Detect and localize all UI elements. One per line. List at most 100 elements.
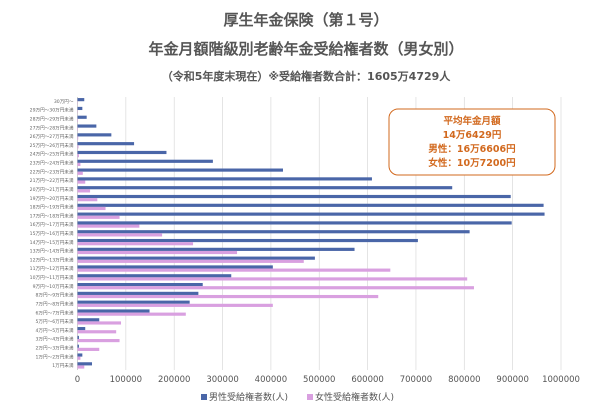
bar-male [77, 247, 355, 251]
bar-female [77, 180, 86, 184]
bar-male [77, 124, 97, 128]
summary-female: 女性：10万7200円 [428, 157, 515, 169]
y-category-label: 29万円～30万円未満 [30, 107, 74, 114]
bar-female [77, 154, 79, 158]
bar-male [77, 106, 83, 111]
y-category-label: 21万円～22万円未満 [30, 177, 74, 184]
bar-male [77, 98, 85, 102]
bar-male [77, 133, 112, 137]
bar-male [77, 221, 512, 225]
legend: 男性受給権者数(人) 女性受給権者数(人) [201, 391, 394, 403]
bar-male [77, 309, 150, 313]
y-category-label: 11万円～12万円未満 [30, 265, 74, 272]
chart-note: （令和5年度末現在）※受給権者数合計：1605万4729人 [162, 69, 452, 83]
bar-female [77, 277, 468, 281]
bar-male [77, 327, 86, 331]
y-category-label: 30万円～ [54, 99, 74, 105]
bar-male [77, 142, 135, 146]
bar-female [77, 312, 186, 316]
chart-subtitle: 年金月額階級別老齢年金受給権者数（男女別） [148, 40, 463, 58]
y-category-label: 23万円～24万円未満 [30, 160, 74, 167]
x-tick-label: 500000 [303, 375, 335, 385]
x-tick-label: 800000 [448, 375, 480, 385]
bar-male [77, 186, 453, 190]
x-tick-label: 100000 [110, 375, 142, 385]
bar-male [77, 335, 79, 340]
x-tick-label: 200000 [158, 375, 190, 385]
y-category-label: 10万円～11万円未満 [30, 274, 74, 281]
summary-male: 男性：16万6606円 [428, 143, 515, 155]
bar-male [77, 274, 232, 278]
y-category-label: 4万円～5万円未満 [35, 327, 73, 334]
bar-female [77, 250, 238, 255]
y-category-label: 7万円～8万円未満 [35, 300, 73, 307]
bar-male [77, 177, 372, 181]
bar-female [77, 294, 379, 299]
bar-female [77, 233, 163, 237]
y-category-label: 3万円～4万円未満 [35, 336, 73, 343]
y-category-label: 12万円～13万円未満 [30, 256, 74, 263]
bar-female [77, 339, 120, 343]
y-category-label: 19万円～20万円未満 [30, 195, 74, 202]
y-category-label: 28万円～29万円未満 [30, 116, 74, 123]
y-category-label: 2万円～3万円未満 [35, 344, 73, 351]
y-category-label: 27万円～28万円未満 [30, 124, 74, 131]
bar-male [77, 159, 213, 163]
chart-title: 厚生年金保険（第１号） [223, 11, 388, 29]
y-category-label: 6万円～7万円未満 [35, 309, 73, 316]
x-tick-label: 900000 [496, 375, 528, 385]
bar-female [77, 356, 81, 360]
legend-label-male: 男性受給権者数(人) [209, 391, 288, 403]
bar-female [77, 347, 100, 351]
bar-male [77, 203, 544, 207]
y-category-label: 15万円～16万円未満 [30, 230, 74, 237]
bar-female [77, 321, 122, 325]
y-category-label: 20万円～21万円未満 [30, 186, 74, 193]
legend-swatch-male [201, 394, 207, 400]
x-tick-label: 600000 [351, 375, 383, 385]
bar-female [77, 330, 117, 334]
y-category-label: 8万円～9万円未満 [35, 292, 73, 299]
bar-female [77, 206, 106, 211]
bar-male [77, 150, 167, 155]
bar-male [77, 194, 511, 199]
bar-female [77, 171, 83, 175]
y-category-label: 25万円～26万円未満 [30, 142, 74, 149]
x-tick-label: 700000 [400, 375, 432, 385]
y-category-label: 5万円～6万円未満 [35, 318, 73, 325]
bar-female [77, 224, 140, 228]
bar-male [77, 282, 203, 287]
y-category-label: 1万円未満 [52, 362, 74, 369]
x-tick-label: 1000000 [542, 375, 580, 385]
summary-average: 14万6429円 [443, 130, 502, 141]
bar-male [77, 256, 315, 260]
bar-male [77, 212, 545, 216]
bar-female [77, 303, 273, 307]
x-tick-label: 400000 [255, 375, 287, 385]
y-category-label: 24万円～25万円未満 [30, 151, 74, 158]
bar-female [77, 286, 474, 290]
bar-male [77, 265, 273, 269]
bar-male [77, 344, 79, 348]
bar-male [77, 353, 83, 357]
bar-male [77, 230, 470, 234]
bar-female [77, 189, 91, 193]
summary-title: 平均年金月額 [443, 115, 501, 127]
bar-female [77, 136, 79, 140]
legend-label-female: 女性受給権者数(人) [315, 391, 394, 403]
bar-male [77, 168, 283, 172]
y-category-label: 14万円～15万円未満 [30, 239, 74, 246]
legend-swatch-female [307, 394, 313, 400]
bar-female [77, 215, 120, 219]
bar-male [77, 300, 190, 304]
bar-female [77, 259, 304, 263]
x-tick-label: 0 [75, 375, 80, 385]
bar-male [77, 318, 100, 322]
bar-female [77, 242, 194, 246]
y-category-label: 16万円～17万円未満 [30, 221, 74, 228]
x-tick-label: 300000 [206, 375, 238, 385]
bar-female [77, 365, 85, 369]
bar-male [77, 362, 93, 366]
bar-male [77, 238, 418, 243]
